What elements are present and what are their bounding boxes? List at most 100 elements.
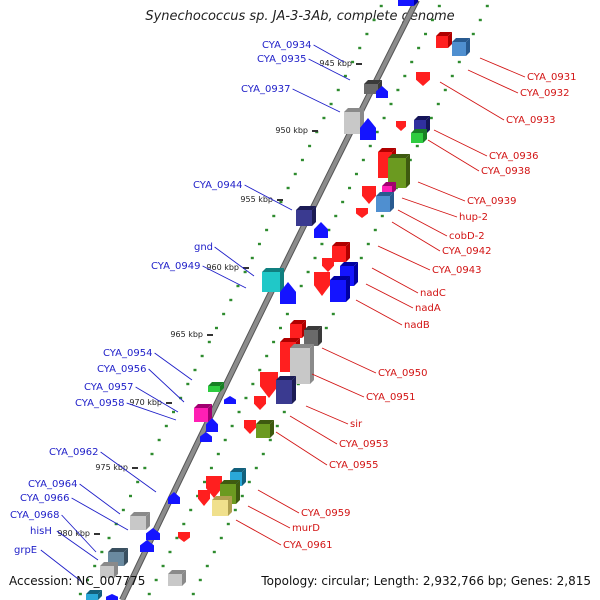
right-gene-label: CYA_0951 [366, 392, 415, 403]
track-tick [191, 592, 195, 596]
kbp-tick-mark [312, 130, 318, 132]
track-tick [331, 312, 335, 316]
track-tick [186, 382, 190, 386]
track-tick [368, 144, 372, 148]
kbp-tick-mark [243, 267, 249, 269]
track-tick [278, 326, 282, 330]
left-leader-line [135, 386, 179, 413]
right-gene-label: CYA_0959 [301, 508, 350, 519]
track-tick [207, 340, 211, 344]
track-tick [279, 200, 283, 204]
track-tick [261, 452, 265, 456]
track-tick [366, 242, 370, 246]
track-tick [293, 172, 297, 176]
gene-arrow [362, 186, 376, 204]
right-gene-label: hup-2 [459, 212, 488, 223]
track-tick [171, 410, 175, 414]
gene-block [130, 512, 150, 530]
gene-block [376, 192, 394, 212]
track-tick [275, 424, 279, 428]
gene-arrow [198, 490, 210, 506]
kbp-tick-label: 965 kbp [170, 330, 203, 339]
track-tick [408, 158, 412, 162]
track-tick [182, 522, 186, 526]
track-tick [375, 130, 379, 134]
track-tick [154, 578, 158, 582]
gene-arrow [396, 121, 406, 131]
right-gene-label: CYA_0936 [489, 151, 538, 162]
gene-arrow [260, 372, 278, 398]
track-tick [107, 536, 111, 540]
track-tick [86, 578, 90, 582]
gene-block [212, 496, 232, 516]
right-gene-label: CYA_0942 [442, 246, 491, 257]
right-leader-line [355, 299, 403, 326]
gene-arrow [356, 208, 368, 218]
track-tick [313, 256, 317, 260]
track-tick [200, 354, 204, 358]
track-tick [299, 284, 303, 288]
track-tick [396, 88, 400, 92]
kbp-tick-label: 960 kbp [206, 263, 239, 272]
track-tick [265, 354, 269, 358]
track-tick [348, 186, 352, 190]
gene-arrow [224, 396, 236, 404]
right-gene-label: CYA_0931 [527, 72, 576, 83]
track-tick [457, 60, 461, 64]
right-gene-label: CYA_0939 [467, 196, 516, 207]
kbp-tick-label: 970 kbp [129, 398, 162, 407]
track-tick [205, 564, 209, 568]
right-gene-label: CYA_0932 [520, 88, 569, 99]
gene-block [208, 382, 224, 392]
right-leader-line [467, 69, 519, 94]
track-tick [286, 186, 290, 190]
track-tick [198, 578, 202, 582]
left-leader-line [202, 265, 247, 289]
right-gene-label: CYA_0950 [378, 368, 427, 379]
left-gene-label: CYA_0968 [10, 510, 59, 521]
gene-block [382, 182, 396, 194]
kbp-tick-mark [166, 402, 172, 404]
left-gene-label: CYA_0964 [28, 479, 77, 490]
left-leader-line [313, 44, 345, 63]
left-leader-line [61, 514, 97, 553]
track-tick [237, 410, 241, 414]
track-tick [359, 256, 363, 260]
right-leader-line [427, 139, 480, 172]
gene-arrow [106, 594, 118, 600]
right-leader-line [397, 209, 448, 237]
right-gene-label: murD [292, 523, 320, 534]
track-tick [168, 550, 172, 554]
track-tick [430, 18, 434, 22]
track-tick [415, 144, 419, 148]
right-leader-line [401, 197, 458, 218]
gene-block [276, 376, 296, 404]
gene-block [411, 129, 427, 143]
right-gene-label: cobD-2 [449, 231, 485, 242]
kbp-tick-label: 945 kbp [319, 59, 352, 68]
track-tick [147, 592, 151, 596]
track-tick [389, 102, 393, 106]
track-tick [341, 200, 345, 204]
track-tick [485, 4, 489, 8]
kbp-tick-label: 950 kbp [275, 126, 308, 135]
track-tick [358, 46, 362, 50]
track-tick [329, 102, 333, 106]
gene-block [100, 562, 118, 578]
track-tick [272, 214, 276, 218]
track-tick [250, 256, 254, 260]
gene-block [452, 38, 470, 56]
track-tick [308, 144, 312, 148]
track-tick [282, 410, 286, 414]
track-tick [244, 396, 248, 400]
right-gene-label: CYA_0955 [329, 460, 378, 471]
track-tick [209, 466, 213, 470]
right-leader-line [257, 489, 300, 514]
track-tick [361, 158, 365, 162]
right-gene-label: CYA_0943 [432, 265, 481, 276]
kbp-tick-mark [356, 63, 362, 65]
track-tick [443, 88, 447, 92]
gene-block [290, 344, 314, 384]
track-tick [179, 396, 183, 400]
track-tick [175, 536, 179, 540]
